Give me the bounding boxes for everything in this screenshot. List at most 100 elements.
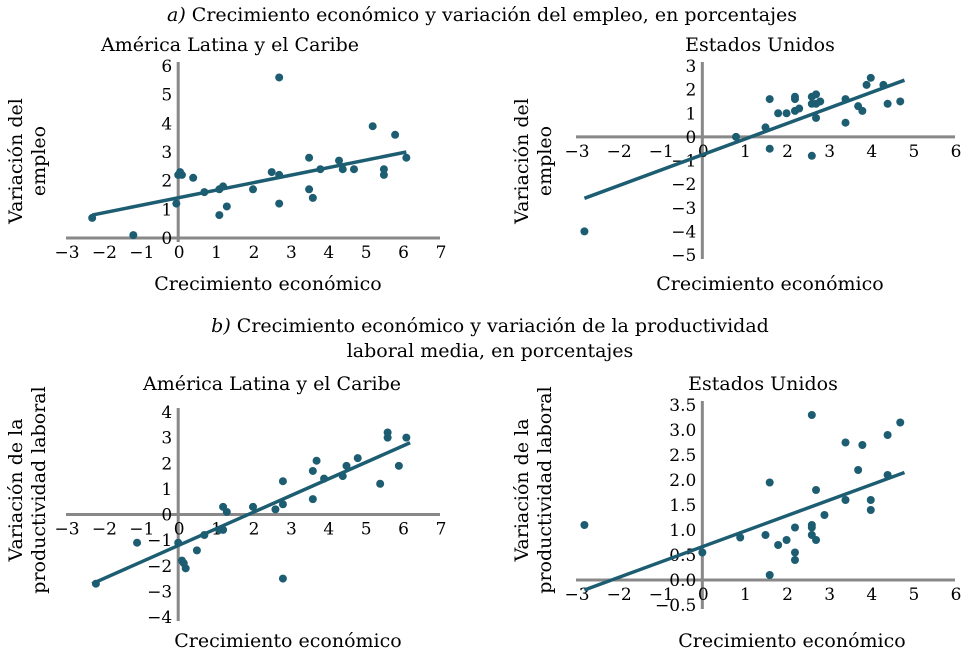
- data-point: [765, 478, 774, 487]
- x-tick-label: 0: [174, 243, 185, 263]
- data-point: [192, 546, 201, 555]
- data-point: [732, 132, 741, 141]
- data-point: [795, 104, 804, 113]
- section-a-title: a) Crecimiento económico y variación del…: [167, 4, 797, 26]
- data-point: [312, 456, 321, 465]
- data-point: [761, 123, 770, 132]
- y-tick-label: −1: [147, 531, 172, 551]
- y-tick-label: 3: [161, 143, 172, 163]
- x-tick-label: −1: [649, 585, 674, 605]
- data-point: [774, 109, 783, 118]
- y-tick-label: −4: [147, 608, 172, 628]
- x-tick-label: 1: [740, 142, 751, 162]
- data-point: [308, 466, 317, 475]
- y-tick-label: −2: [147, 557, 172, 577]
- x-tick-label: −2: [607, 585, 632, 605]
- data-point: [807, 411, 816, 419]
- x-tick-label: 3: [286, 243, 297, 263]
- data-point: [402, 153, 411, 162]
- data-point: [812, 113, 821, 122]
- y-tick-label: 0.0: [669, 571, 696, 591]
- trend-line: [583, 78, 906, 200]
- data-point: [866, 496, 875, 504]
- x-tick-label: 7: [436, 243, 447, 263]
- x-tick-label: −2: [607, 142, 632, 162]
- data-point: [88, 213, 97, 222]
- data-point: [275, 199, 284, 208]
- x-tick-label: 1: [740, 585, 751, 605]
- y-tick-label: 5: [161, 86, 172, 106]
- x-axis-label: Crecimiento económico: [656, 273, 883, 295]
- data-point: [177, 170, 186, 179]
- data-point: [807, 521, 816, 529]
- data-point: [790, 556, 799, 564]
- data-point: [342, 461, 351, 470]
- trend-line: [91, 150, 407, 217]
- y-axis-label: productividad laboral: [534, 386, 556, 593]
- data-point: [858, 106, 867, 115]
- x-tick-label: 2: [782, 585, 793, 605]
- y-axis-label: Variación del: [511, 98, 533, 225]
- x-tick-label: 2: [249, 243, 260, 263]
- data-point: [866, 506, 875, 514]
- data-point: [807, 151, 816, 160]
- panel-b-united-states: Estados Unidos−3 −2 −1 0 1 2 3 4 5 6−0.50.00.51.0…: [511, 373, 961, 652]
- data-point: [883, 99, 892, 108]
- x-tick-label: 4: [323, 520, 334, 540]
- x-axis-label: Crecimiento económico: [154, 273, 381, 295]
- y-tick-label: 2.5: [669, 446, 696, 466]
- data-point: [278, 500, 287, 509]
- y-axis-label: productividad laboral: [28, 386, 50, 593]
- data-point: [765, 571, 774, 579]
- section-b-title-line2: laboral media, en porcentajes: [347, 340, 634, 362]
- data-point: [841, 496, 850, 504]
- data-point: [883, 471, 892, 479]
- x-tick-label: 6: [398, 243, 409, 263]
- data-point: [765, 95, 774, 104]
- data-point: [812, 486, 821, 494]
- data-point: [883, 431, 892, 439]
- data-point: [219, 182, 228, 191]
- data-point: [200, 531, 209, 539]
- data-point: [249, 502, 257, 511]
- x-tick-label: 6: [951, 142, 962, 162]
- data-point: [782, 109, 791, 118]
- data-point: [200, 188, 209, 197]
- x-tick-label: −1: [129, 520, 154, 540]
- y-axis-label: empleo: [534, 126, 556, 196]
- data-point: [736, 533, 745, 542]
- y-axis-label: Variación de la: [511, 418, 533, 562]
- data-point: [222, 202, 231, 211]
- data-point: [91, 579, 100, 588]
- y-tick-label: 3: [161, 429, 172, 449]
- data-point: [580, 521, 589, 529]
- data-point: [376, 479, 385, 488]
- y-tick-label: 1: [686, 104, 697, 124]
- trend-line: [583, 470, 906, 592]
- x-tick-label: 4: [866, 142, 877, 162]
- y-tick-label: −2: [671, 175, 696, 195]
- x-tick-label: 5: [361, 520, 372, 540]
- y-tick-label: 0: [161, 506, 172, 526]
- x-tick-label: 7: [436, 520, 447, 540]
- data-point: [338, 165, 347, 174]
- data-point: [790, 92, 799, 101]
- x-tick-label: 5: [908, 142, 919, 162]
- data-point: [896, 418, 905, 427]
- y-tick-label: 3.0: [669, 421, 696, 441]
- y-tick-label: 2: [161, 172, 172, 192]
- y-tick-label: 2.0: [669, 471, 696, 491]
- data-point: [338, 472, 347, 481]
- data-point: [854, 466, 863, 474]
- data-point: [305, 185, 314, 194]
- y-tick-label: 2: [161, 454, 172, 474]
- section-b-title-line1: b) Crecimiento económico y variación de …: [211, 315, 769, 337]
- y-tick-label: 3: [686, 57, 697, 77]
- data-point: [790, 523, 799, 532]
- x-tick-label: 6: [951, 585, 962, 605]
- data-point: [249, 185, 257, 194]
- data-point: [271, 505, 280, 514]
- x-tick-label: 6: [398, 520, 409, 540]
- data-point: [841, 118, 850, 127]
- data-point: [320, 474, 329, 483]
